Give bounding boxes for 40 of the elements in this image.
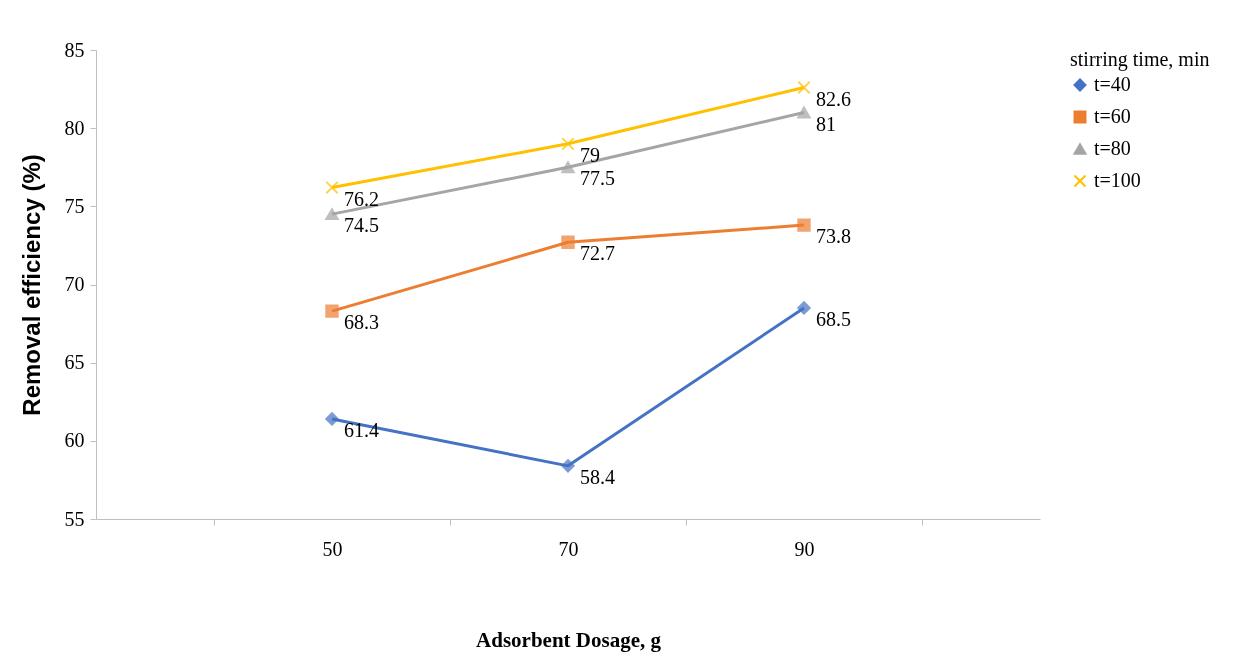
y-tick-label: 70: [64, 273, 85, 295]
y-tick-label: 80: [64, 116, 85, 139]
data-label: 81: [816, 112, 836, 135]
point: [561, 235, 575, 249]
y-tick-label: 65: [64, 351, 85, 374]
point: [325, 180, 339, 195]
x-axis-title: Adsorbent Dosage, g: [476, 627, 662, 652]
legend-label: t=100: [1094, 169, 1141, 191]
point: [325, 304, 339, 318]
y-tick-label: 60: [64, 429, 85, 452]
point: [797, 301, 811, 315]
data-label: 68.5: [816, 307, 851, 330]
y-axis-title: Removal efficiency (%): [17, 154, 45, 416]
data-label: 73.8: [816, 225, 851, 248]
y-tick-label: 55: [64, 507, 85, 530]
point: [325, 412, 339, 426]
data-label: 77.5: [580, 167, 615, 190]
y-tick-label: 75: [64, 194, 85, 217]
data-label: 76.2: [344, 187, 379, 210]
point: [561, 137, 575, 151]
legend-label: t=40: [1094, 73, 1131, 95]
point: [561, 459, 575, 473]
data-label: 72.7: [580, 242, 615, 265]
data-label: 58.4: [580, 465, 615, 488]
data-label: 82.6: [816, 87, 851, 110]
point: [797, 106, 811, 119]
point: [797, 218, 811, 232]
point: [325, 208, 339, 221]
legend-label: t=60: [1094, 105, 1131, 127]
x-tick-label: 70: [558, 537, 579, 560]
legend-title: stirring time, min: [1070, 48, 1210, 71]
x-tick-label: 50: [322, 537, 343, 560]
x-tick-label: 90: [794, 537, 815, 560]
point: [797, 80, 811, 95]
data-label: 74.5: [344, 214, 379, 237]
point: [561, 161, 575, 174]
data-label: 79: [580, 143, 600, 166]
legend-label: t=80: [1094, 137, 1131, 159]
y-tick-label: 85: [64, 38, 85, 61]
data-label: 68.3: [344, 311, 379, 334]
